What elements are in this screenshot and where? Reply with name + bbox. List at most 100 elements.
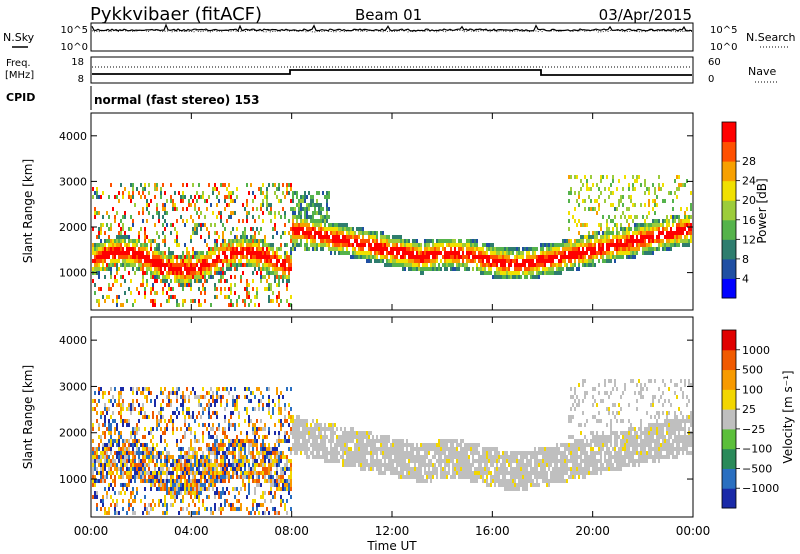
heatmap-cell (346, 455, 348, 459)
heatmap-cell (258, 475, 260, 479)
heatmap-cell (624, 235, 626, 239)
heatmap-cell (450, 259, 452, 263)
heatmap-cell (94, 283, 96, 287)
heatmap-cell (174, 279, 176, 283)
heatmap-cell (196, 227, 198, 231)
heatmap-cell (248, 447, 250, 451)
heatmap-cell (342, 435, 344, 439)
heatmap-cell (466, 251, 468, 255)
heatmap-cell (662, 243, 664, 247)
heatmap-cell (238, 451, 240, 455)
heatmap-cell (112, 251, 114, 255)
heatmap-cell (310, 195, 312, 199)
heatmap-cell (202, 259, 204, 263)
heatmap-cell (594, 247, 596, 251)
heatmap-cell (442, 243, 444, 247)
heatmap-cell (344, 443, 346, 447)
heatmap-cell (592, 235, 594, 239)
heatmap-cell (644, 183, 646, 187)
heatmap-cell (124, 279, 126, 283)
heatmap-cell (542, 267, 544, 271)
heatmap-cell (116, 303, 118, 307)
heatmap-cell (320, 431, 322, 435)
heatmap-cell (210, 271, 212, 275)
heatmap-cell (360, 227, 362, 231)
heatmap-cell (228, 391, 230, 395)
heatmap-cell (628, 187, 630, 191)
heatmap-cell (160, 267, 162, 271)
heatmap-cell (230, 191, 232, 195)
heatmap-cell (270, 487, 272, 491)
heatmap-cell (496, 263, 498, 267)
heatmap-cell (380, 231, 382, 235)
heatmap-cell (210, 223, 212, 227)
heatmap-cell (602, 247, 604, 251)
heatmap-cell (214, 187, 216, 191)
heatmap-cell (150, 451, 152, 455)
heatmap-cell (454, 239, 456, 243)
heatmap-cell (594, 255, 596, 259)
heatmap-cell (138, 211, 140, 215)
heatmap-cell (220, 211, 222, 215)
heatmap-cell (278, 295, 280, 299)
heatmap-cell (204, 463, 206, 467)
heatmap-cell (248, 387, 250, 391)
heatmap-cell (230, 467, 232, 471)
heatmap-cell (132, 467, 134, 471)
heatmap-cell (106, 443, 108, 447)
heatmap-cell (110, 471, 112, 475)
heatmap-cell (120, 435, 122, 439)
heatmap-cell (300, 207, 302, 211)
heatmap-cell (214, 455, 216, 459)
heatmap-cell (306, 451, 308, 455)
heatmap-cell (230, 199, 232, 203)
heatmap-cell (680, 235, 682, 239)
heatmap-cell (342, 463, 344, 467)
heatmap-cell (286, 259, 288, 263)
heatmap-cell (152, 507, 154, 511)
heatmap-cell (270, 463, 272, 467)
heatmap-cell (162, 467, 164, 471)
heatmap-cell (254, 259, 256, 263)
heatmap-cell (394, 239, 396, 243)
heatmap-cell (556, 243, 558, 247)
heatmap-cell (280, 391, 282, 395)
heatmap-cell (338, 439, 340, 443)
heatmap-cell (526, 267, 528, 271)
heatmap-cell (482, 243, 484, 247)
heatmap-cell (380, 243, 382, 247)
heatmap-cell (388, 455, 390, 459)
heatmap-cell (282, 423, 284, 427)
heatmap-cell (200, 479, 202, 483)
heatmap-cell (246, 431, 248, 435)
heatmap-cell (598, 251, 600, 255)
heatmap-cell (214, 399, 216, 403)
heatmap-cell (568, 255, 570, 259)
heatmap-cell (322, 451, 324, 455)
heatmap-cell (362, 463, 364, 467)
heatmap-cell (562, 243, 564, 247)
heatmap-cell (190, 471, 192, 475)
heatmap-cell (292, 191, 294, 195)
heatmap-cell (292, 447, 294, 451)
heatmap-cell (116, 427, 118, 431)
heatmap-cell (602, 175, 604, 179)
heatmap-cell (238, 239, 240, 243)
heatmap-cell (110, 503, 112, 507)
heatmap-cell (194, 431, 196, 435)
heatmap-cell (310, 427, 312, 431)
heatmap-cell (310, 235, 312, 239)
heatmap-cell (502, 271, 504, 275)
heatmap-cell (218, 235, 220, 239)
heatmap-cell (270, 479, 272, 483)
heatmap-cell (258, 511, 260, 515)
heatmap-cell (378, 463, 380, 467)
heatmap-cell (188, 283, 190, 287)
heatmap-cell (632, 247, 634, 251)
heatmap-cell (438, 243, 440, 247)
heatmap-cell (226, 219, 228, 223)
heatmap-cell (120, 239, 122, 243)
heatmap-cell (342, 459, 344, 463)
heatmap-cell (276, 459, 278, 463)
heatmap-cell (196, 199, 198, 203)
